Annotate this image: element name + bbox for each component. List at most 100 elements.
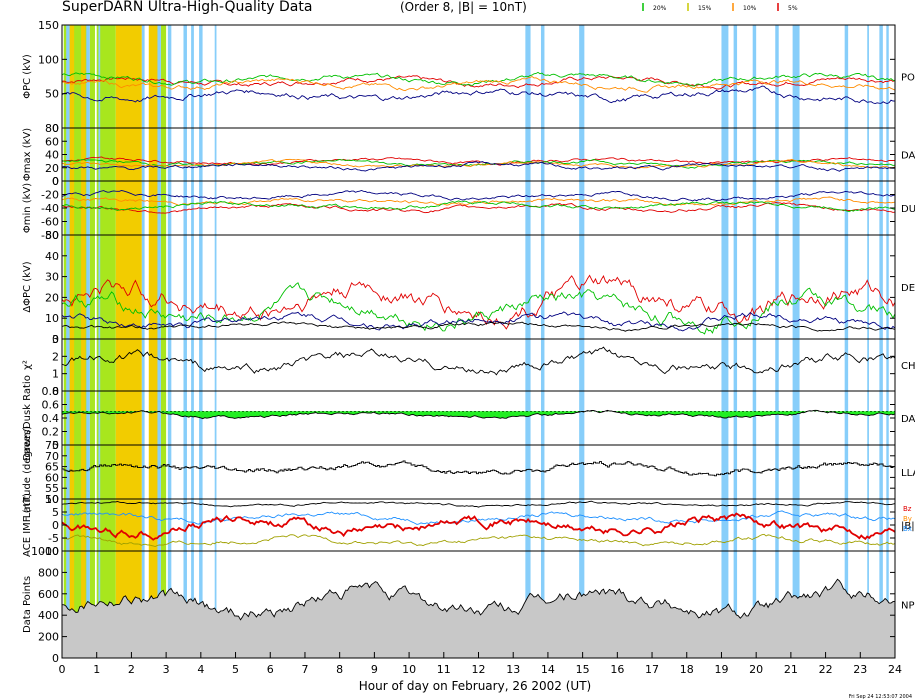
panel-right-label: DU	[901, 204, 915, 215]
y-tick-label: 60	[45, 135, 59, 148]
y-tick-label: 70	[45, 450, 59, 463]
y-axis-label: Dawn/Dusk Ratio	[22, 375, 33, 461]
panel-right-label: DE	[901, 283, 915, 294]
y-tick-label: 30	[45, 271, 59, 284]
imf-component-label: By	[903, 515, 912, 523]
y-axis-label: ΔΦPC (kV)	[22, 261, 33, 312]
quality-band	[525, 25, 531, 658]
y-tick-label: 800	[38, 566, 59, 579]
x-tick-label: 8	[336, 663, 343, 676]
quality-band	[879, 25, 883, 658]
panel-right-label: CH	[901, 361, 915, 372]
panel-5: 0 1 2 3 χ² CH	[22, 333, 915, 398]
panel-4: 0 10 20 30 40 50 ΔΦPC (kV) DE	[22, 229, 915, 346]
quality-band	[191, 25, 194, 658]
series-line	[61, 75, 896, 93]
x-tick-label: 4	[197, 663, 204, 676]
x-tick-label: 17	[645, 663, 659, 676]
quality-band	[157, 25, 161, 658]
series-line	[61, 346, 896, 376]
y-tick-label: 150	[38, 19, 59, 32]
x-tick-label: 1	[93, 663, 100, 676]
quality-band	[733, 25, 738, 658]
quality-band	[98, 25, 101, 658]
quality-band	[579, 25, 585, 658]
series-line	[61, 510, 896, 525]
series-line	[61, 512, 896, 541]
quality-band	[867, 25, 869, 658]
series-line	[61, 190, 896, 202]
x-tick-label: 12	[472, 663, 486, 676]
quality-band	[89, 25, 95, 658]
panel-right-label: PO	[901, 73, 915, 84]
panel-3: -80-60-40-200 Φmin (kV) DU	[22, 175, 915, 242]
x-tick-label: 2	[128, 663, 135, 676]
quality-band	[792, 25, 800, 658]
y-tick-label: 0	[52, 652, 59, 665]
quality-band	[886, 25, 889, 658]
series-line	[61, 158, 896, 169]
imf-component-label: Bx	[903, 525, 912, 533]
series-fill	[62, 410, 895, 419]
y-tick-label: 20	[45, 162, 59, 175]
y-tick-label: 0.6	[42, 399, 60, 412]
x-tick-label: 6	[267, 663, 274, 676]
quality-band	[775, 25, 779, 658]
y-tick-label: -10	[41, 545, 59, 558]
quality-band	[183, 25, 187, 658]
series-line	[61, 321, 896, 332]
quality-band	[86, 25, 90, 658]
y-tick-label: 100	[38, 53, 59, 66]
quality-band	[214, 25, 217, 658]
y-tick-label: 1000	[31, 545, 59, 558]
y-tick-label: 75	[45, 439, 59, 452]
x-tick-label: 14	[541, 663, 555, 676]
y-tick-label: 80	[45, 122, 59, 135]
y-tick-label: 200	[38, 631, 59, 644]
y-tick-label: 55	[45, 482, 59, 495]
quality-band	[141, 25, 145, 658]
y-axis-label: Φmax (kV)	[22, 128, 33, 181]
quality-band	[540, 25, 545, 658]
legend-label: 5%	[788, 5, 798, 12]
legend-label: 10%	[743, 5, 757, 12]
panel-9: 0 200 400 600 800 1000 Data Points NP	[22, 545, 915, 665]
y-tick-label: 2	[52, 350, 59, 363]
panel-right-label: |B|	[901, 521, 915, 532]
x-tick-label: 24	[888, 663, 902, 676]
series-line	[61, 85, 896, 104]
y-tick-label: 0.8	[42, 385, 60, 398]
y-tick-label: 1	[52, 368, 59, 381]
series-line	[61, 282, 896, 335]
legend-label: 20%	[653, 5, 667, 12]
series-line	[61, 533, 896, 547]
y-axis-label: ΦPC (kV)	[22, 54, 33, 99]
x-tick-label: 20	[749, 663, 763, 676]
quality-band	[66, 25, 75, 658]
series-line	[61, 161, 896, 172]
quality-band	[844, 25, 849, 658]
y-tick-label: 0	[52, 122, 59, 135]
x-tick-label: 19	[714, 663, 728, 676]
y-tick-label: -40	[41, 202, 59, 215]
quality-band	[148, 25, 160, 658]
x-tick-label: 15	[576, 663, 590, 676]
y-tick-label: 40	[45, 250, 59, 263]
data-quality-bands	[63, 25, 889, 658]
y-tick-label: 40	[45, 149, 59, 162]
y-tick-label: 50	[45, 493, 59, 506]
x-axis-label: Hour of day on February, 26 2002 (UT)	[359, 679, 591, 693]
y-tick-label: 600	[38, 588, 59, 601]
y-tick-label: 0.4	[42, 412, 60, 425]
y-axis-label: ACE IMF (nT)	[22, 493, 33, 557]
series-line	[61, 159, 896, 169]
y-axis-label: Φmin (kV)	[22, 183, 33, 233]
y-axis-label: Data Points	[22, 576, 33, 633]
y-tick-label: 400	[38, 609, 59, 622]
series-line	[61, 274, 896, 330]
quality-band	[167, 25, 172, 658]
panel-right-label: NP	[901, 601, 915, 612]
x-tick-label: 7	[301, 663, 308, 676]
